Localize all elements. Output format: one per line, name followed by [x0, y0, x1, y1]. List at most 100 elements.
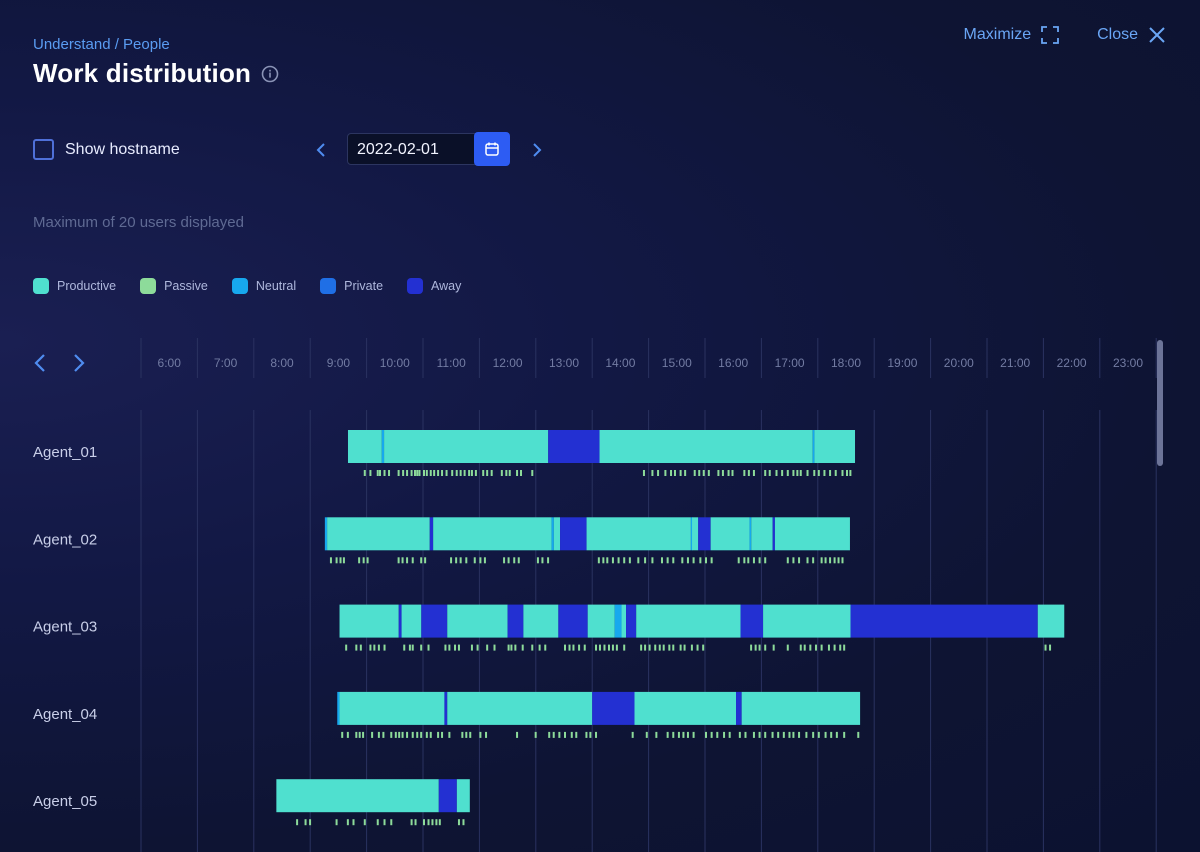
passive-mark — [514, 644, 517, 651]
passive-mark — [710, 557, 713, 564]
passive-mark — [792, 470, 795, 476]
passive-mark — [358, 557, 361, 564]
chart-next-icon[interactable] — [72, 352, 86, 374]
activity-segment-productive — [621, 604, 627, 638]
passive-mark — [463, 470, 466, 476]
passive-mark — [373, 644, 376, 651]
activity-segment-neutral — [614, 604, 622, 638]
date-input[interactable]: 2022-02-01 — [347, 133, 477, 165]
passive-mark — [448, 731, 451, 738]
breadcrumb[interactable]: Understand / People — [33, 36, 170, 53]
activity-segment-away — [429, 517, 434, 551]
info-icon[interactable] — [261, 65, 279, 83]
passive-mark — [362, 557, 365, 564]
title-row: Work distribution — [33, 58, 279, 89]
passive-mark — [843, 644, 846, 651]
passive-mark — [617, 557, 620, 564]
passive-mark — [362, 731, 365, 738]
passive-mark — [383, 644, 386, 651]
passive-mark — [445, 470, 448, 476]
passive-mark — [552, 731, 555, 738]
passive-mark — [717, 470, 720, 476]
passive-mark — [390, 819, 393, 826]
passive-mark — [402, 470, 405, 476]
hour-tick-label: 18:00 — [831, 356, 861, 370]
passive-mark — [358, 731, 361, 738]
passive-mark — [376, 819, 379, 826]
passive-mark — [493, 644, 496, 651]
hour-tick-label: 6:00 — [158, 356, 182, 370]
passive-mark — [820, 644, 823, 651]
passive-mark — [833, 644, 836, 651]
passive-mark — [379, 470, 382, 476]
close-button[interactable]: Close — [1097, 26, 1166, 44]
passive-mark — [376, 470, 379, 476]
passive-mark — [544, 644, 547, 651]
passive-mark — [398, 731, 401, 738]
hour-tick-label: 13:00 — [549, 356, 579, 370]
passive-mark — [727, 470, 730, 476]
chart-prev-icon[interactable] — [33, 352, 47, 374]
passive-mark — [388, 470, 391, 476]
passive-mark — [507, 644, 510, 651]
legend-label: Passive — [164, 279, 208, 293]
passive-mark — [486, 470, 489, 476]
passive-mark — [623, 644, 626, 651]
passive-mark — [752, 557, 755, 564]
passive-mark — [664, 470, 667, 476]
passive-mark — [503, 557, 506, 564]
passive-mark — [589, 731, 592, 738]
passive-mark — [677, 731, 680, 738]
passive-mark — [792, 731, 795, 738]
passive-mark — [425, 731, 428, 738]
previous-date-icon[interactable] — [313, 140, 329, 160]
activity-segment-productive — [1037, 604, 1065, 638]
passive-mark — [857, 731, 860, 738]
passive-mark — [431, 819, 434, 826]
passive-mark — [827, 644, 830, 651]
calendar-button[interactable] — [474, 132, 510, 166]
passive-mark — [459, 470, 462, 476]
passive-mark — [710, 731, 713, 738]
passive-mark — [423, 470, 425, 476]
passive-mark — [457, 644, 460, 651]
passive-mark — [645, 731, 648, 738]
passive-mark — [558, 731, 561, 738]
passive-mark — [521, 644, 524, 651]
passive-mark — [798, 557, 801, 564]
page-title: Work distribution — [33, 58, 252, 88]
passive-mark — [411, 644, 414, 651]
passive-mark — [824, 731, 827, 738]
show-hostname-checkbox[interactable] — [33, 139, 54, 160]
maximize-button[interactable]: Maximize — [964, 26, 1060, 44]
passive-mark — [473, 557, 476, 564]
vertical-scrollbar[interactable] — [1157, 340, 1163, 466]
passive-mark — [813, 470, 816, 476]
passive-mark — [679, 644, 682, 651]
agent-label: Agent_04 — [33, 706, 97, 723]
passive-mark — [693, 470, 696, 476]
passive-mark — [382, 731, 385, 738]
passive-mark — [817, 731, 820, 738]
show-hostname-label[interactable]: Show hostname — [65, 141, 180, 158]
activity-segment-productive — [741, 691, 861, 725]
next-date-icon[interactable] — [529, 140, 545, 160]
controls-bar: Show hostname 2022-02-01 — [33, 132, 633, 168]
passive-mark — [686, 731, 689, 738]
activity-segment-productive — [710, 517, 750, 551]
passive-mark — [536, 557, 539, 564]
passive-mark — [513, 557, 516, 564]
hour-tick-label: 12:00 — [493, 356, 523, 370]
activity-segment-productive — [692, 517, 699, 551]
passive-mark — [806, 470, 809, 476]
passive-mark — [758, 644, 761, 651]
passive-mark — [841, 557, 844, 564]
passive-mark — [403, 644, 406, 651]
passive-mark — [849, 470, 852, 476]
activity-segment-away — [850, 604, 1038, 638]
passive-mark — [743, 470, 746, 476]
passive-mark — [339, 557, 342, 564]
passive-mark — [371, 731, 374, 738]
passive-mark — [834, 470, 837, 476]
activity-segment-productive — [599, 430, 813, 463]
